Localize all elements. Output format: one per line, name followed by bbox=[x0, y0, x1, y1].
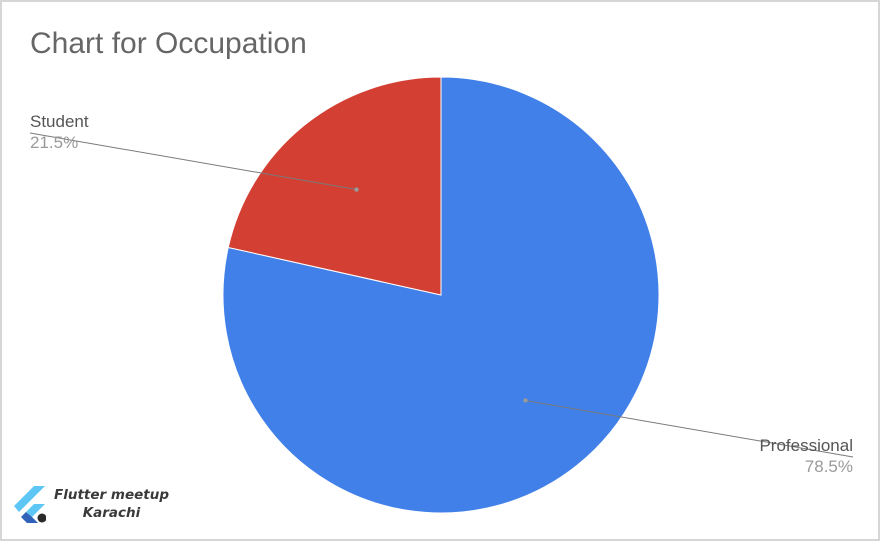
chart-title: Chart for Occupation bbox=[30, 27, 307, 60]
slice-percent-professional: 78.5% bbox=[805, 457, 853, 476]
flutter-meetup-logo: Flutter meetup Karachi bbox=[12, 484, 169, 524]
slice-percent-student: 21.5% bbox=[30, 133, 78, 152]
leader-line-student bbox=[29, 132, 357, 191]
slice-labels: Professional 78.5% Student 21.5% bbox=[29, 112, 854, 476]
logo-line-2: Karachi bbox=[82, 505, 141, 521]
logo-line-1: Flutter meetup bbox=[54, 487, 169, 503]
leader-dot-professional bbox=[523, 398, 528, 403]
flutter-icon bbox=[14, 486, 46, 523]
slice-label-professional: Professional bbox=[759, 436, 853, 455]
leader-dot-student bbox=[354, 187, 359, 192]
pie-slices bbox=[222, 76, 660, 514]
leader-line-professional bbox=[525, 399, 854, 458]
logo-text: Flutter meetup Karachi bbox=[54, 486, 169, 522]
slice-label-student: Student bbox=[30, 112, 89, 131]
